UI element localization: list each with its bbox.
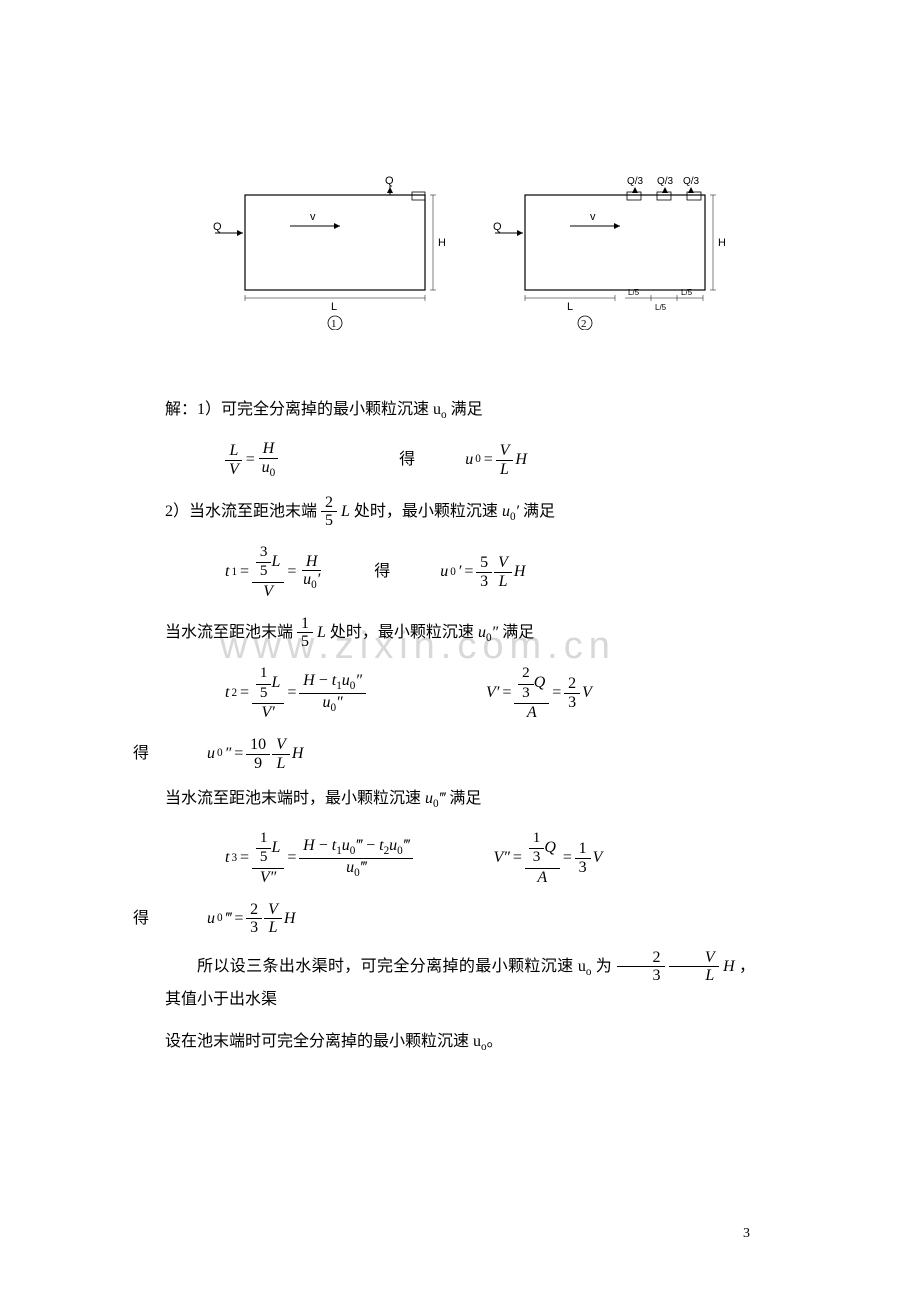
eq-1: LV = Hu0 得 u0 = VL H (225, 440, 755, 479)
v-label-2: v (590, 211, 596, 223)
eq-2: t1 = 35L V = Hu0′ 得 u0′ = 53 VL H (225, 544, 755, 601)
q3-label-2: Q/3 (657, 176, 674, 187)
line-de-2: 得 u0‴ = 23 VL H (133, 901, 755, 937)
h-label-2: H (718, 237, 725, 249)
eq-4: t3 = 15L V″ = H − t1u0‴ − t2u0‴ u0‴ V″ =… (225, 830, 755, 887)
q-left-label: Q (213, 221, 222, 233)
v-label: v (310, 211, 316, 223)
l5-label-2: L/5 (655, 303, 667, 312)
line-3: 当水流至距池末端 15 L 处时，最小颗粒沉速 u0″ 满足 (165, 615, 755, 651)
eq-3: t2 = 15L V′ = H − t1u0″ u0″ V′ = 23Q A =… (225, 665, 755, 722)
page-number: 3 (743, 1226, 750, 1242)
h-label: H (438, 237, 445, 249)
q3-label-3: Q/3 (683, 176, 700, 187)
diagram-1: Q Q v H L 1 (195, 170, 445, 335)
l-label: L (331, 301, 337, 313)
line-de-1: 得 u0″ = 109 VL H (133, 736, 755, 772)
line-4: 当水流至距池末端时，最小颗粒沉速 u0‴ 满足 (165, 784, 755, 815)
l5-label-3: L/5 (681, 288, 693, 297)
q-top-label: Q (385, 175, 394, 187)
conclusion-1: 所以设三条出水渠时，可完全分离掉的最小颗粒沉速 uo 为 23 VL H ，其值… (165, 949, 755, 1016)
diagram-2: Q/3 Q/3 Q/3 Q v H L (475, 170, 725, 335)
q-left-label-2: Q (493, 221, 502, 233)
conclusion-2: 设在池末端时可完全分离掉的最小颗粒沉速 uo。 (165, 1027, 755, 1058)
line-1: 解：1）可完全分离掉的最小颗粒沉速 uo 满足 (165, 395, 755, 426)
diagrams: Q Q v H L 1 Q/3 Q/3 (165, 170, 755, 335)
l5-label-1: L/5 (628, 288, 640, 297)
line-2: 2）当水流至距池末端 25 L 处时，最小颗粒沉速 u0′ 满足 (165, 494, 755, 530)
q3-label-1: Q/3 (627, 176, 644, 187)
content: 解：1）可完全分离掉的最小颗粒沉速 uo 满足 LV = Hu0 得 u0 = … (165, 395, 755, 1059)
l-label-2: L (567, 301, 573, 313)
circle-2-label: 2 (581, 318, 587, 330)
circle-1-label: 1 (331, 318, 337, 330)
